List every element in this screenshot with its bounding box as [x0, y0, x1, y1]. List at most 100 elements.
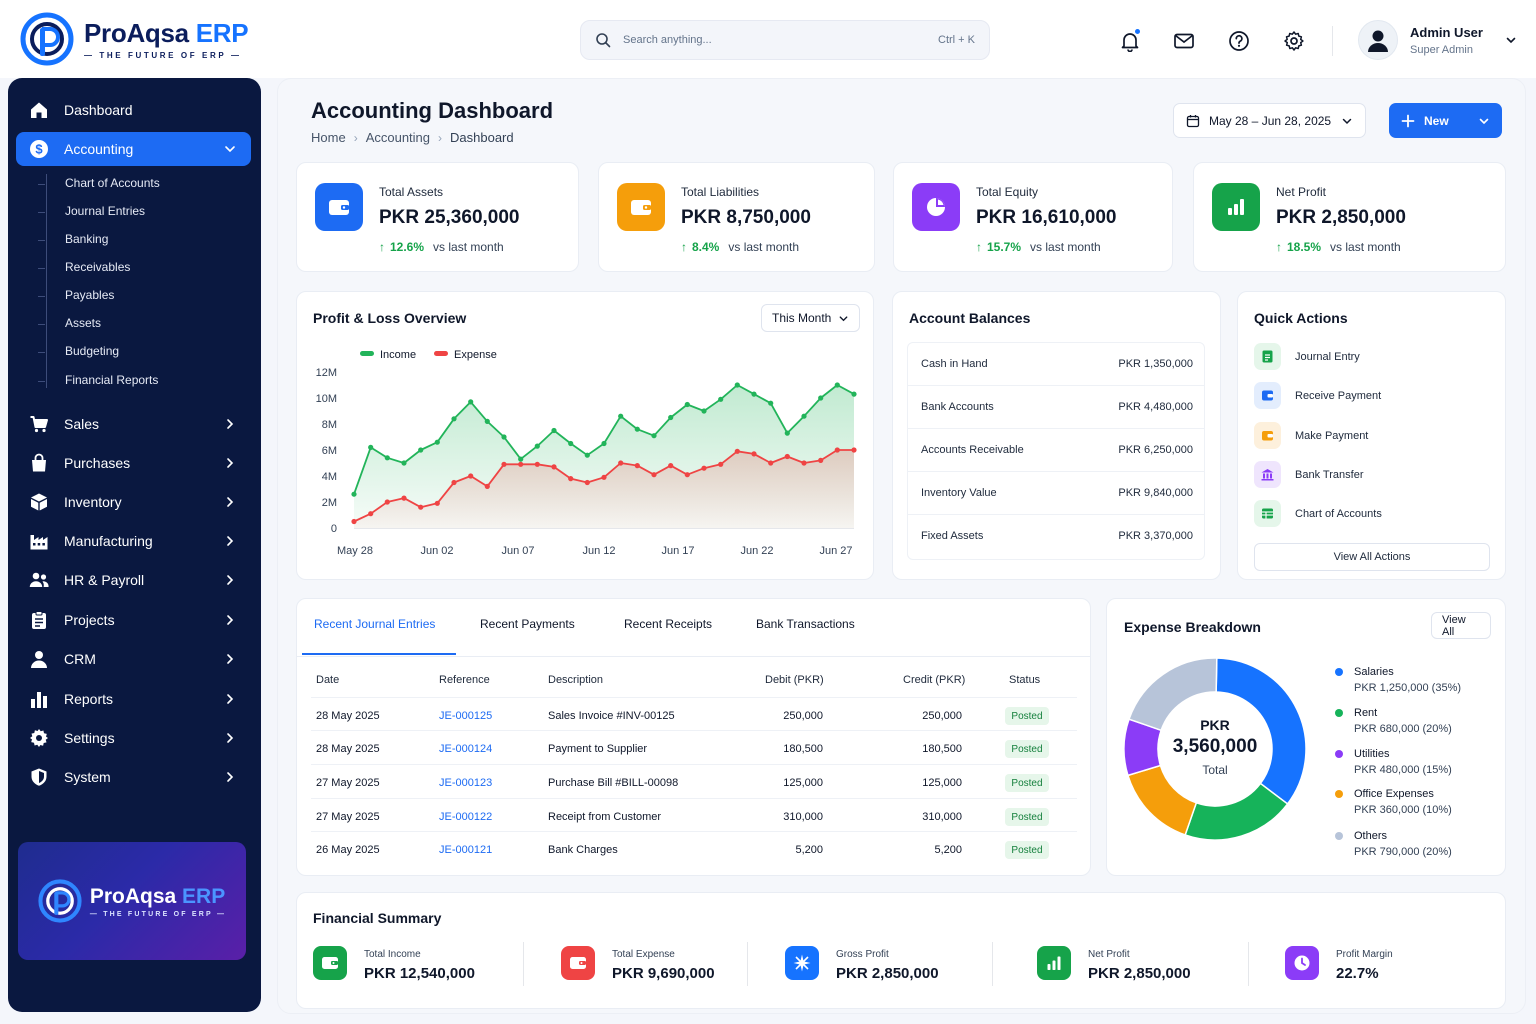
expense-point[interactable]: [501, 461, 507, 467]
balance-row[interactable]: Accounts Receivable PKR 6,250,000: [908, 428, 1204, 471]
expense-point[interactable]: [601, 474, 607, 480]
income-point[interactable]: [384, 455, 390, 461]
expense-point[interactable]: [718, 461, 724, 467]
expense-point[interactable]: [684, 472, 690, 478]
income-point[interactable]: [601, 440, 607, 447]
income-point[interactable]: [368, 444, 374, 450]
column-header-debit[interactable]: Debit (PKR): [765, 674, 824, 686]
sidebar-item-sales[interactable]: Sales: [16, 407, 251, 441]
income-point[interactable]: [568, 440, 574, 447]
expense-point[interactable]: [484, 483, 490, 489]
expense-point[interactable]: [634, 463, 640, 469]
balance-row[interactable]: Inventory Value PKR 9,840,000: [908, 471, 1204, 514]
cell-reference-link[interactable]: JE-000121: [439, 844, 493, 856]
cell-reference-link[interactable]: JE-000125: [439, 710, 493, 722]
balance-row[interactable]: Bank Accounts PKR 4,480,000: [908, 385, 1204, 428]
income-point[interactable]: [818, 395, 824, 401]
column-header-credit[interactable]: Credit (PKR): [903, 674, 966, 686]
income-point[interactable]: [451, 416, 457, 422]
income-point[interactable]: [618, 413, 624, 419]
income-point[interactable]: [551, 427, 557, 434]
quick-action-receive-payment[interactable]: Receive Payment: [1254, 382, 1381, 409]
expense-point[interactable]: [384, 499, 390, 505]
income-point[interactable]: [484, 418, 490, 424]
expense-point[interactable]: [468, 473, 474, 479]
submenu-item-payables[interactable]: Payables: [65, 288, 115, 302]
kpi-card-net-profit[interactable]: Net Profit PKR 2,850,000 ↑ 18.5% vs last m…: [1193, 162, 1506, 272]
income-point[interactable]: [668, 414, 674, 421]
view-all-actions-button[interactable]: View All Actions: [1254, 543, 1490, 571]
sidebar-item-reports[interactable]: Reports: [16, 682, 251, 716]
income-point[interactable]: [768, 400, 774, 406]
expense-point[interactable]: [551, 464, 557, 470]
income-point[interactable]: [634, 426, 640, 432]
income-point[interactable]: [534, 443, 540, 449]
kpi-card-total-liabilities[interactable]: Total Liabilities PKR 8,750,000 ↑ 8.4% vs …: [598, 162, 875, 272]
submenu-item-assets[interactable]: Assets: [65, 316, 102, 330]
column-header-description[interactable]: Description: [548, 674, 604, 686]
sidebar-item-crm[interactable]: CRM: [16, 642, 251, 676]
sidebar-item-inventory[interactable]: Inventory: [16, 485, 251, 519]
income-point[interactable]: [851, 391, 857, 397]
balance-row[interactable]: Fixed Assets PKR 3,370,000: [908, 514, 1204, 557]
tab-bank-transactions[interactable]: Bank Transactions: [756, 617, 855, 631]
new-button[interactable]: New: [1389, 103, 1502, 138]
period-select[interactable]: This Month: [761, 304, 860, 332]
expense-point[interactable]: [434, 500, 440, 506]
kpi-card-total-equity[interactable]: Total Equity PKR 16,610,000 ↑ 15.7% vs las…: [893, 162, 1173, 272]
date-range-picker[interactable]: May 28 – Jun 28, 2025: [1173, 103, 1366, 138]
expense-point[interactable]: [668, 463, 674, 469]
sidebar-item-accounting[interactable]: $ Accounting: [16, 132, 251, 166]
tab-recent-journal-entries[interactable]: Recent Journal Entries: [314, 617, 436, 631]
income-point[interactable]: [684, 401, 690, 408]
cell-reference-link[interactable]: JE-000122: [439, 811, 493, 823]
expense-point[interactable]: [751, 451, 757, 457]
expense-point[interactable]: [534, 461, 540, 467]
sidebar-item-hr-payroll[interactable]: HR & Payroll: [16, 563, 251, 597]
submenu-item-financial-reports[interactable]: Financial Reports: [65, 373, 159, 387]
expense-point[interactable]: [584, 479, 590, 486]
submenu-item-receivables[interactable]: Receivables: [65, 260, 131, 274]
expense-point[interactable]: [651, 472, 657, 478]
brand-logo[interactable]: ProAqsa ERP — THE FUTURE OF ERP —: [20, 12, 249, 66]
quick-action-make-payment[interactable]: Make Payment: [1254, 422, 1368, 449]
income-point[interactable]: [751, 391, 757, 397]
sidebar-item-system[interactable]: System: [16, 760, 251, 794]
breadcrumb-accounting[interactable]: Accounting: [365, 130, 431, 145]
column-header-status[interactable]: Status: [1009, 674, 1041, 686]
expense-point[interactable]: [351, 518, 357, 525]
cell-reference-link[interactable]: JE-000123: [439, 777, 493, 789]
legend-item-expense[interactable]: Expense: [434, 349, 497, 361]
sidebar-item-manufacturing[interactable]: Manufacturing: [16, 524, 251, 558]
quick-action-chart-of-accounts[interactable]: Chart of Accounts: [1254, 500, 1382, 527]
quick-action-bank-transfer[interactable]: Bank Transfer: [1254, 461, 1363, 488]
expense-point[interactable]: [851, 447, 857, 453]
sidebar-item-purchases[interactable]: Purchases: [16, 446, 251, 480]
expense-point[interactable]: [801, 460, 807, 466]
expense-point[interactable]: [818, 457, 824, 463]
expense-point[interactable]: [768, 460, 774, 466]
balance-row[interactable]: Cash in Hand PKR 1,350,000: [908, 343, 1204, 385]
user-menu[interactable]: Admin User Super Admin: [1358, 20, 1517, 60]
income-point[interactable]: [701, 408, 707, 414]
income-point[interactable]: [351, 491, 357, 497]
search-bar[interactable]: Ctrl + K: [580, 20, 990, 60]
income-point[interactable]: [518, 456, 524, 462]
donut-slice-rent[interactable]: [1184, 782, 1289, 841]
search-input[interactable]: [623, 34, 927, 46]
sidebar-item-settings[interactable]: Settings: [16, 721, 251, 755]
column-header-reference[interactable]: Reference: [439, 674, 490, 686]
submenu-item-budgeting[interactable]: Budgeting: [65, 344, 120, 358]
messages-button[interactable]: [1172, 29, 1196, 53]
income-point[interactable]: [718, 396, 724, 402]
expense-point[interactable]: [401, 495, 407, 501]
expense-point[interactable]: [834, 447, 840, 453]
income-point[interactable]: [434, 439, 440, 445]
income-point[interactable]: [784, 430, 790, 436]
help-button[interactable]: [1227, 29, 1251, 53]
donut-slice-salaries[interactable]: [1215, 657, 1307, 806]
expense-point[interactable]: [618, 460, 624, 466]
income-point[interactable]: [584, 452, 590, 458]
income-point[interactable]: [834, 382, 840, 388]
view-all-expenses-button[interactable]: View All: [1431, 612, 1491, 639]
